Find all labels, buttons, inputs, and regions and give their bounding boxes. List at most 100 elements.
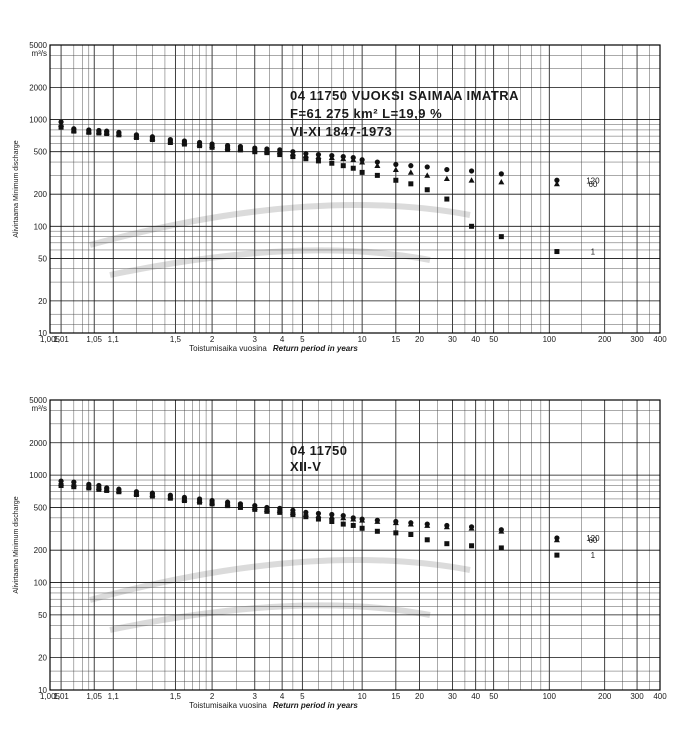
plot-frame bbox=[49, 399, 661, 691]
x-tick-label: 50 bbox=[489, 335, 498, 344]
data-point-square bbox=[197, 499, 203, 505]
x-tick-label: 2 bbox=[210, 335, 215, 344]
data-point-square bbox=[149, 137, 155, 143]
data-point-square bbox=[71, 484, 77, 490]
data-point-square bbox=[329, 518, 335, 524]
y-tick-label: 5000 bbox=[29, 41, 47, 50]
x-tick-label: 1,005 bbox=[40, 692, 61, 701]
x-tick-label: 1,05 bbox=[86, 335, 102, 344]
x-tick-label: 3 bbox=[253, 335, 258, 344]
data-point-triangle bbox=[340, 514, 347, 521]
x-axis-label-en: Return period in years bbox=[273, 701, 358, 710]
data-point-triangle bbox=[328, 513, 335, 520]
data-point-square bbox=[393, 530, 399, 536]
data-point-triangle bbox=[553, 180, 560, 187]
x-tick-label: 1,5 bbox=[170, 692, 182, 701]
scan-ghost-bands bbox=[89, 557, 471, 633]
data-point-triangle bbox=[374, 518, 381, 524]
x-tick-label: 200 bbox=[598, 692, 612, 701]
data-point-circle bbox=[554, 177, 560, 183]
chart-title-line: 04 11750 bbox=[290, 443, 348, 458]
grid bbox=[49, 399, 661, 691]
data-point-square bbox=[444, 541, 450, 547]
data-point-triangle bbox=[498, 179, 505, 185]
series-label: 1 bbox=[591, 551, 596, 560]
data-point-square bbox=[315, 158, 321, 164]
data-point-circle bbox=[393, 161, 399, 168]
data-point-square bbox=[71, 128, 77, 134]
y-tick-label: 50 bbox=[38, 611, 47, 620]
data-point-triangle bbox=[359, 517, 366, 523]
y-tick-label: 50 bbox=[38, 254, 47, 263]
data-point-square bbox=[209, 501, 215, 507]
data-point-circle bbox=[468, 168, 475, 174]
data-point-square bbox=[209, 144, 215, 150]
y-tick-label: 100 bbox=[34, 222, 48, 231]
y-tick-labels: 5000 2000 1000 500 200 100 50 20 10 bbox=[29, 41, 47, 338]
x-tick-label: 10 bbox=[358, 692, 367, 701]
x-tick-label: 30 bbox=[448, 335, 457, 344]
data-point-triangle bbox=[424, 522, 431, 528]
scan-ghost-bands bbox=[89, 202, 471, 278]
x-tick-label: 15 bbox=[391, 692, 400, 701]
x-tick-label: 1,5 bbox=[170, 335, 182, 344]
chart-title-line: XII-V bbox=[290, 459, 321, 474]
x-tick-label: 1,01 bbox=[53, 692, 69, 701]
plot-frame bbox=[49, 44, 661, 334]
series-120: 120 bbox=[58, 478, 600, 543]
data-point-triangle bbox=[359, 159, 366, 165]
x-tick-label: 1,1 bbox=[108, 692, 120, 701]
data-point-square bbox=[329, 160, 335, 166]
data-point-square bbox=[498, 234, 504, 240]
data-point-triangle bbox=[350, 156, 357, 163]
data-point-square bbox=[469, 223, 475, 229]
data-point-square bbox=[181, 141, 187, 147]
y-axis-label: Alivirtaama Minimum discharge bbox=[13, 140, 20, 237]
series-1: 1 bbox=[58, 124, 596, 257]
y-tick-label: 500 bbox=[34, 503, 48, 512]
data-point-square bbox=[86, 129, 92, 135]
data-point-square bbox=[408, 532, 414, 538]
y-tick-label: 5000 bbox=[29, 396, 47, 405]
y-axis-label: Alivirtaama Minimum discharge bbox=[13, 496, 20, 593]
ghost-band bbox=[89, 557, 471, 603]
ghost-band bbox=[89, 202, 471, 248]
data-point-square bbox=[225, 503, 231, 509]
data-point-square bbox=[181, 498, 187, 504]
data-point-square bbox=[303, 514, 309, 520]
data-point-square bbox=[237, 504, 243, 510]
data-point-square bbox=[252, 506, 258, 512]
ghost-band bbox=[109, 602, 431, 633]
data-point-square bbox=[340, 163, 346, 169]
y-tick-label: 20 bbox=[38, 297, 47, 306]
x-tick-label: 300 bbox=[630, 692, 644, 701]
data-point-triangle bbox=[553, 536, 560, 543]
data-point-square bbox=[58, 483, 64, 489]
data-point-square bbox=[149, 493, 155, 499]
x-axis-label-en: Return period in years bbox=[273, 344, 358, 353]
data-point-square bbox=[290, 154, 296, 160]
data-point-square bbox=[133, 491, 139, 497]
y-unit-label: m³/s bbox=[31, 404, 47, 413]
x-tick-label: 4 bbox=[280, 335, 285, 344]
y-tick-label: 20 bbox=[38, 654, 47, 663]
data-point-circle bbox=[408, 163, 414, 169]
data-point-square bbox=[133, 134, 139, 140]
chart-title-line: F=61 275 km² L=19,9 % bbox=[290, 106, 442, 121]
data-point-triangle bbox=[468, 177, 475, 183]
data-point-square bbox=[408, 181, 414, 187]
chart-panel-1: 5000 2000 1000 500 200 100 50 20 10 m³/s 1,0051,01… bbox=[13, 41, 667, 353]
data-point-square bbox=[350, 165, 356, 171]
data-point-triangle bbox=[443, 175, 450, 181]
data-point-square bbox=[424, 187, 430, 193]
x-tick-label: 100 bbox=[543, 692, 557, 701]
data-point-square bbox=[104, 131, 110, 137]
x-tick-label: 20 bbox=[415, 335, 424, 344]
x-tick-label: 15 bbox=[391, 335, 400, 344]
data-point-square bbox=[303, 156, 309, 162]
x-tick-label: 1,005 bbox=[40, 335, 61, 344]
data-point-triangle bbox=[424, 172, 431, 178]
chart-title-line: VI-XI 1847-1973 bbox=[290, 124, 392, 139]
